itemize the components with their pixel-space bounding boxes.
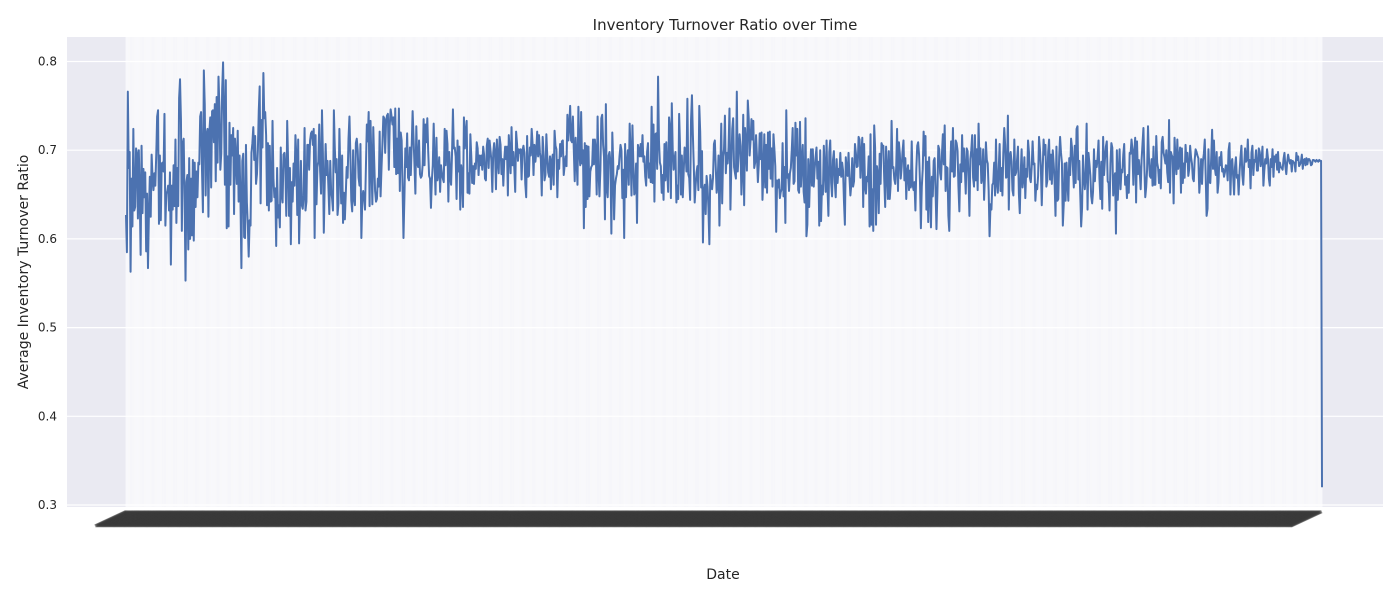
series-line bbox=[125, 61, 1323, 488]
y-tick-labels: 0.3 0.4 0.5 0.6 0.7 0.8 bbox=[38, 55, 57, 513]
x-axis-label: Date bbox=[706, 567, 739, 583]
x-tick-mark bbox=[1290, 510, 1323, 528]
y-tick-label: 0.8 bbox=[38, 55, 57, 69]
y-tick-label: 0.6 bbox=[38, 232, 57, 246]
y-tick-label: 0.7 bbox=[38, 143, 57, 157]
y-tick-label: 0.3 bbox=[38, 498, 57, 512]
chart-title: Inventory Turnover Ratio over Time bbox=[593, 16, 858, 34]
x-gridlines bbox=[125, 37, 1323, 507]
y-tick-label: 0.4 bbox=[38, 409, 57, 423]
y-axis-label: Average Inventory Turnover Ratio bbox=[16, 155, 32, 390]
y-tick-label: 0.5 bbox=[38, 321, 57, 335]
x-tick-labels bbox=[94, 510, 1323, 528]
